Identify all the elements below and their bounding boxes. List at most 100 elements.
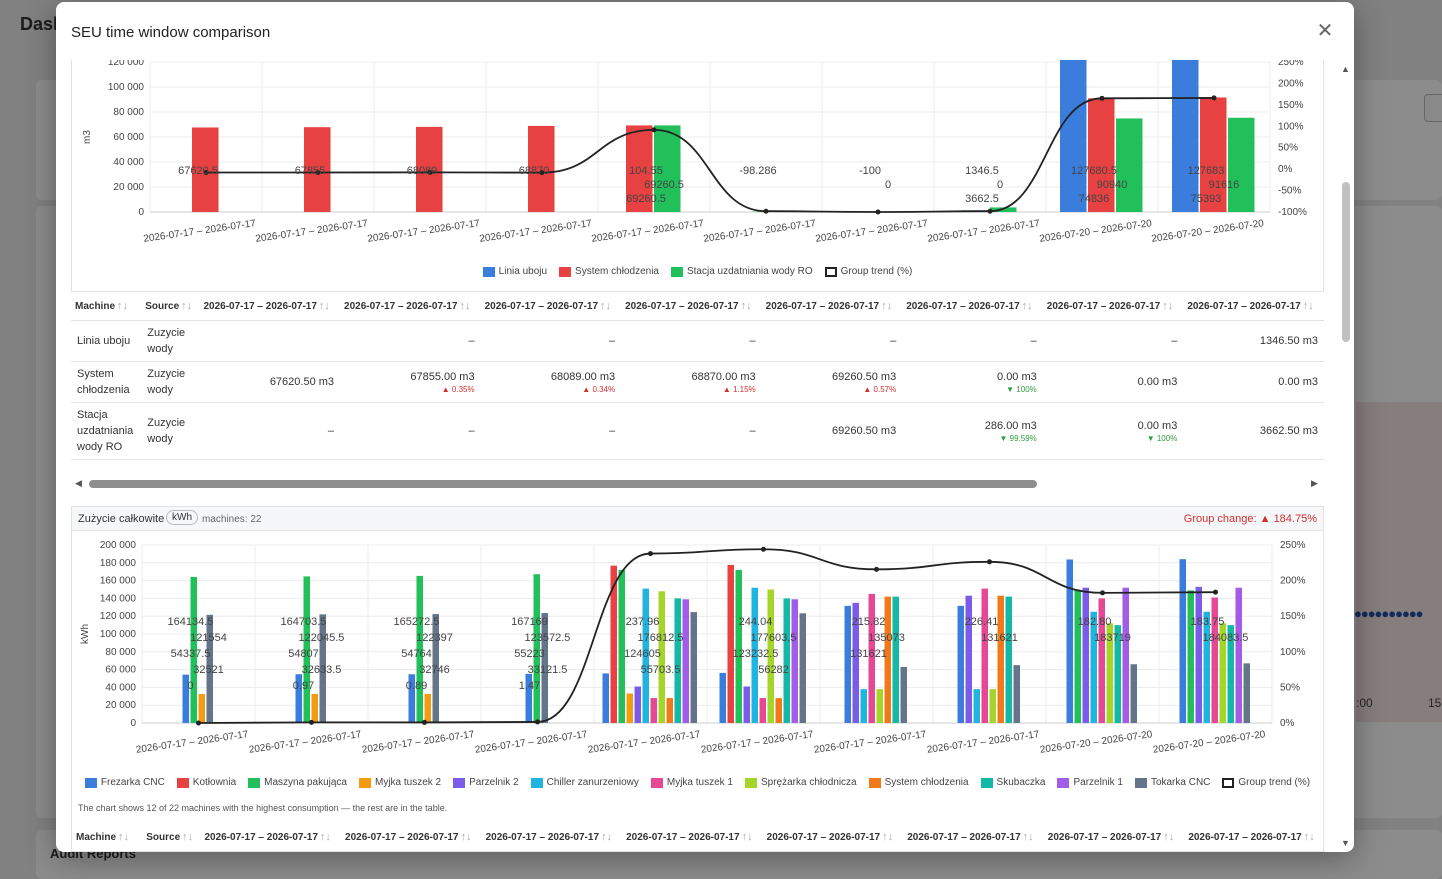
- y2-tick-label: 50%: [1278, 143, 1298, 154]
- column-header[interactable]: 2026-07-17 – 2026-07-17 ↑↓: [199, 292, 341, 321]
- legend-item[interactable]: Kotłownia: [176, 777, 236, 788]
- trend-point: [427, 169, 433, 175]
- legend-swatch: [1057, 777, 1070, 788]
- column-header-label: 2026-07-17 – 2026-07-17: [625, 300, 739, 312]
- sort-icon[interactable]: ↑↓: [460, 830, 472, 843]
- x-tick-label: 2026-07-20 – 2026-07-20: [1039, 218, 1153, 245]
- bar-skubaczka: [674, 598, 681, 723]
- scroll-up-icon[interactable]: ▲: [1341, 64, 1350, 74]
- sort-icon[interactable]: ↑↓: [182, 830, 194, 843]
- sort-icon[interactable]: ↑↓: [600, 299, 612, 312]
- legend-item[interactable]: Frezarka CNC: [84, 777, 165, 788]
- column-header[interactable]: 2026-07-17 – 2026-07-17 ↑↓: [480, 292, 622, 321]
- column-header[interactable]: 2026-07-17 – 2026-07-17 ↑↓: [340, 292, 481, 321]
- value-text: –: [609, 424, 616, 437]
- legend-item[interactable]: Linia uboju: [482, 266, 547, 277]
- legend-item[interactable]: Chiller zanurzeniowy: [530, 777, 639, 788]
- column-header[interactable]: 2026-07-17 – 2026-07-17 ↑↓: [200, 823, 342, 852]
- x-tick-label: 2026-07-20 – 2026-07-20: [1152, 729, 1266, 756]
- sort-icon[interactable]: ↑↓: [881, 299, 893, 312]
- column-header[interactable]: 2026-07-17 – 2026-07-17 ↑↓: [762, 823, 904, 852]
- column-header-label: 2026-07-17 – 2026-07-17: [766, 831, 881, 843]
- sort-icon[interactable]: ↑↓: [741, 830, 753, 843]
- sort-icon[interactable]: ↑↓: [319, 830, 331, 843]
- legend-item[interactable]: Myjka tuszek 2: [358, 777, 442, 788]
- legend-item[interactable]: Maszyna pakująca: [248, 777, 347, 788]
- sort-icon[interactable]: ↑↓: [740, 299, 752, 312]
- sort-icon[interactable]: ↑↓: [1022, 830, 1034, 843]
- scroll-left-icon[interactable]: ◀: [75, 478, 82, 488]
- data-label: 1346.5: [965, 165, 999, 177]
- scrollbar-thumb[interactable]: [1342, 182, 1350, 342]
- trend-point: [539, 170, 545, 176]
- legend-item[interactable]: Myjka tuszek 1: [650, 777, 733, 788]
- column-header[interactable]: Source ↑↓: [142, 823, 201, 852]
- legend-item[interactable]: System chłodzenia: [559, 266, 659, 277]
- sort-icon[interactable]: ↑↓: [118, 830, 130, 843]
- sort-icon[interactable]: ↑↓: [1302, 299, 1314, 312]
- column-header[interactable]: 2026-07-17 – 2026-07-17 ↑↓: [622, 823, 763, 852]
- sort-icon[interactable]: ↑↓: [117, 299, 129, 312]
- modal-vertical-scrollbar[interactable]: ▲ ▼: [1340, 64, 1352, 850]
- legend-label: Group trend (%): [1238, 777, 1311, 788]
- comparison-modal: SEU time window comparison ✕ 0 20 000 40 0…: [56, 2, 1354, 852]
- sort-icon[interactable]: ↑↓: [1163, 830, 1175, 843]
- bar-chiller-zanurzeniowy: [860, 689, 867, 723]
- column-header-label: 2026-07-17 – 2026-07-17: [484, 300, 599, 312]
- legend-item-trend[interactable]: Group trend (%): [824, 266, 912, 277]
- column-header[interactable]: 2026-07-17 – 2026-07-17 ↑↓: [903, 823, 1044, 852]
- sort-icon[interactable]: ↑↓: [1303, 830, 1315, 843]
- x-tick-label: 2026-07-17 – 2026-07-17: [479, 218, 593, 245]
- column-header[interactable]: 2026-07-17 – 2026-07-17 ↑↓: [1042, 292, 1184, 321]
- column-header[interactable]: Machine ↑↓: [71, 292, 142, 321]
- y-tick-label: 60 000: [105, 665, 136, 676]
- sort-icon[interactable]: ↑↓: [318, 299, 330, 312]
- column-header[interactable]: 2026-07-17 – 2026-07-17 ↑↓: [621, 292, 762, 321]
- column-header[interactable]: 2026-07-17 – 2026-07-17 ↑↓: [341, 823, 482, 852]
- x-tick-label: 2026-07-17 – 2026-07-17: [143, 218, 257, 245]
- sort-icon[interactable]: ↑↓: [1162, 299, 1174, 312]
- background-toggle-button[interactable]: [1424, 94, 1442, 122]
- value-text: –: [749, 424, 756, 437]
- legend-item[interactable]: Stacja uzdatniania wody RO: [670, 266, 813, 277]
- legend-item[interactable]: Sprężarka chłodnicza: [745, 777, 857, 788]
- x-tick-label: 2026-07-17 – 2026-07-17: [135, 729, 249, 756]
- total-consumption-panel: Zużycie całkowite kWh machines: 22 Group…: [71, 506, 1325, 852]
- bar-frezarka-cnc: [1066, 559, 1073, 723]
- x-tick-label: 2026-07-17 – 2026-07-17: [587, 729, 701, 756]
- sort-icon[interactable]: ↑↓: [1021, 299, 1033, 312]
- column-header[interactable]: Source ↑↓: [141, 292, 200, 321]
- bar-frezarka-cnc: [957, 605, 964, 723]
- bar-parzelnik-1: [682, 599, 689, 723]
- sort-icon[interactable]: ↑↓: [459, 299, 471, 312]
- scroll-down-icon[interactable]: ▼: [1341, 838, 1350, 848]
- data-label: 69260.5: [644, 179, 684, 191]
- column-header[interactable]: 2026-07-17 – 2026-07-17 ↑↓: [761, 292, 903, 321]
- column-header[interactable]: 2026-07-17 – 2026-07-17 ↑↓: [1184, 823, 1325, 852]
- column-header[interactable]: 2026-07-17 – 2026-07-17 ↑↓: [481, 823, 623, 852]
- value-text: 68089.00 m3: [550, 370, 616, 383]
- table-horizontal-scrollbar[interactable]: ◀ ▶: [71, 477, 1324, 491]
- column-header[interactable]: 2026-07-17 – 2026-07-17 ↑↓: [902, 292, 1043, 321]
- scroll-right-icon[interactable]: ▶: [1311, 478, 1318, 488]
- sort-icon[interactable]: ↑↓: [601, 830, 613, 843]
- sort-icon[interactable]: ↑↓: [882, 830, 894, 843]
- legend-item[interactable]: Parzelnik 2: [453, 777, 519, 788]
- column-header[interactable]: 2026-07-17 – 2026-07-17 ↑↓: [1183, 292, 1324, 321]
- modal-body[interactable]: 0 20 000 40 000 60 000 80 000 100 000 120 000 -…: [56, 60, 1338, 852]
- column-header[interactable]: 2026-07-17 – 2026-07-17 ↑↓: [1043, 823, 1185, 852]
- scrollbar-thumb[interactable]: [89, 480, 1037, 488]
- legend-item-trend[interactable]: Group trend (%): [1222, 777, 1310, 788]
- column-header-label: Source: [146, 831, 181, 843]
- legend-item[interactable]: Parzelnik 1: [1057, 777, 1123, 788]
- column-header[interactable]: Machine ↑↓: [72, 823, 143, 852]
- legend-item[interactable]: System chłodzenia: [868, 777, 969, 788]
- bar-system-chłodzenia: [884, 596, 891, 723]
- legend-item[interactable]: Tokarka CNC: [1134, 777, 1210, 788]
- legend-label: Myjka tuszek 2: [374, 777, 442, 788]
- y2-tick-label: 150%: [1278, 100, 1304, 111]
- close-icon[interactable]: ✕: [1316, 20, 1334, 42]
- legend-item[interactable]: Skubaczka: [980, 777, 1045, 788]
- data-label: 184083.5: [1203, 632, 1249, 644]
- sort-icon[interactable]: ↑↓: [181, 299, 193, 312]
